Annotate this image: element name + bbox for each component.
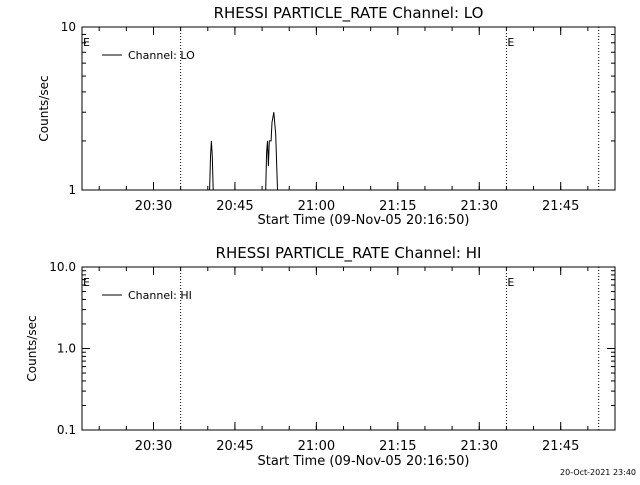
series-line bbox=[209, 112, 278, 191]
x-tick-label: 21:00 bbox=[298, 199, 335, 214]
y-tick-label: 1.0 bbox=[57, 342, 76, 356]
plot-frame bbox=[81, 26, 616, 191]
event-marker-label: E bbox=[507, 276, 514, 289]
x-axis-label: Start Time (09-Nov-05 20:16:50) bbox=[258, 213, 470, 228]
x-tick-label: 20:30 bbox=[135, 439, 172, 454]
chart-title: RHESSI PARTICLE_RATE Channel: LO bbox=[214, 4, 484, 23]
y-axis-label: Counts/sec bbox=[25, 315, 39, 381]
y-tick-label: 1 bbox=[68, 183, 76, 197]
event-marker-label: E bbox=[83, 276, 90, 289]
hi-channel-plot: RHESSI PARTICLE_RATE Channel: HI Start Ti… bbox=[25, 244, 616, 469]
legend-entry: Channel: LO bbox=[128, 49, 195, 62]
chart-title: RHESSI PARTICLE_RATE Channel: HI bbox=[216, 244, 482, 263]
y-tick-label: 10.0 bbox=[49, 260, 76, 274]
x-tick-label: 20:45 bbox=[216, 199, 253, 214]
y-axis-label: Counts/sec bbox=[37, 75, 51, 141]
event-marker-label: E bbox=[83, 36, 90, 49]
x-tick-label: 20:30 bbox=[135, 199, 172, 214]
y-tick-label: 10 bbox=[61, 20, 76, 34]
x-axis-label: Start Time (09-Nov-05 20:16:50) bbox=[258, 454, 470, 469]
y-tick-label: 0.1 bbox=[57, 423, 76, 437]
x-tick-label: 21:30 bbox=[461, 199, 498, 214]
x-tick-label: 21:30 bbox=[461, 439, 498, 454]
x-tick-label: 21:15 bbox=[379, 199, 416, 214]
event-marker-label: E bbox=[507, 36, 514, 49]
lo-channel-plot: RHESSI PARTICLE_RATE Channel: LO Start Ti… bbox=[37, 4, 616, 228]
x-tick-label: 20:45 bbox=[216, 439, 253, 454]
x-tick-label: 21:45 bbox=[542, 439, 579, 454]
footer-timestamp: 20-Oct-2021 23:40 bbox=[560, 468, 636, 477]
x-tick-label: 21:45 bbox=[542, 199, 579, 214]
x-tick-label: 21:00 bbox=[298, 439, 335, 454]
x-tick-label: 21:15 bbox=[379, 439, 416, 454]
legend-entry: Channel: HI bbox=[128, 289, 192, 302]
